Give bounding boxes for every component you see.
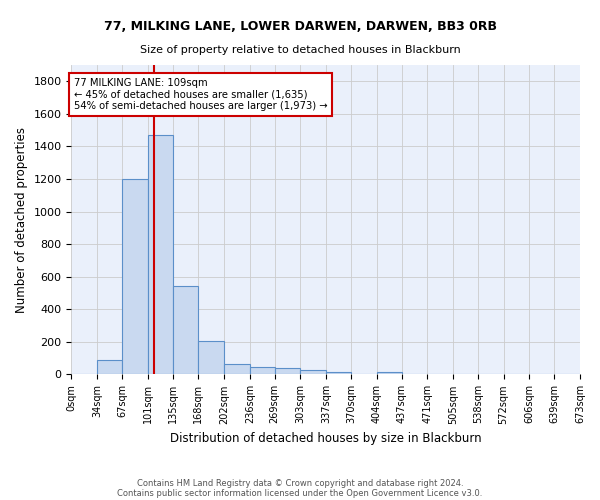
Text: 77, MILKING LANE, LOWER DARWEN, DARWEN, BB3 0RB: 77, MILKING LANE, LOWER DARWEN, DARWEN, …: [104, 20, 497, 33]
Bar: [377, 372, 401, 374]
Text: Size of property relative to detached houses in Blackburn: Size of property relative to detached ho…: [140, 45, 460, 55]
Bar: [250, 366, 275, 374]
Bar: [199, 341, 224, 374]
X-axis label: Distribution of detached houses by size in Blackburn: Distribution of detached houses by size …: [170, 432, 482, 445]
Bar: [301, 370, 326, 374]
Bar: [326, 372, 351, 374]
Text: Contains HM Land Registry data © Crown copyright and database right 2024.: Contains HM Land Registry data © Crown c…: [137, 478, 463, 488]
Bar: [148, 135, 173, 374]
Bar: [173, 286, 199, 374]
Bar: [97, 360, 122, 374]
Text: 77 MILKING LANE: 109sqm
← 45% of detached houses are smaller (1,635)
54% of semi: 77 MILKING LANE: 109sqm ← 45% of detache…: [74, 78, 327, 111]
Bar: [224, 364, 250, 374]
Bar: [275, 368, 301, 374]
Bar: [122, 179, 148, 374]
Y-axis label: Number of detached properties: Number of detached properties: [15, 126, 28, 312]
Text: Contains public sector information licensed under the Open Government Licence v3: Contains public sector information licen…: [118, 488, 482, 498]
